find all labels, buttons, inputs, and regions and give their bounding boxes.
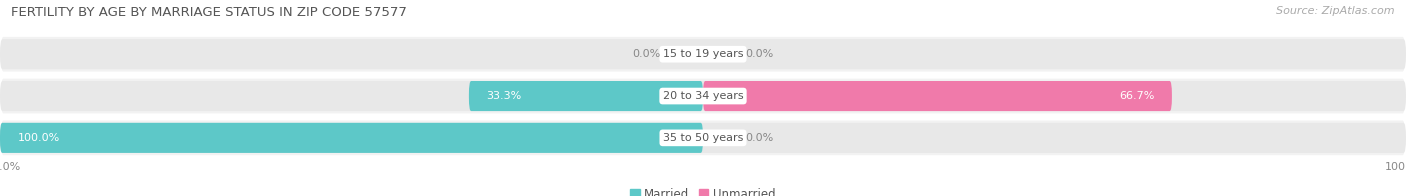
- FancyBboxPatch shape: [0, 123, 1406, 153]
- Text: 20 to 34 years: 20 to 34 years: [662, 91, 744, 101]
- Text: 0.0%: 0.0%: [633, 49, 661, 59]
- Legend: Married, Unmarried: Married, Unmarried: [626, 183, 780, 196]
- FancyBboxPatch shape: [0, 81, 1406, 111]
- Text: 0.0%: 0.0%: [745, 133, 773, 143]
- Text: FERTILITY BY AGE BY MARRIAGE STATUS IN ZIP CODE 57577: FERTILITY BY AGE BY MARRIAGE STATUS IN Z…: [11, 6, 408, 19]
- Text: 15 to 19 years: 15 to 19 years: [662, 49, 744, 59]
- Text: 33.3%: 33.3%: [486, 91, 522, 101]
- FancyBboxPatch shape: [0, 78, 1406, 114]
- Text: 100.0%: 100.0%: [17, 133, 60, 143]
- FancyBboxPatch shape: [0, 36, 1406, 73]
- FancyBboxPatch shape: [470, 81, 703, 111]
- FancyBboxPatch shape: [0, 39, 1406, 69]
- Text: 35 to 50 years: 35 to 50 years: [662, 133, 744, 143]
- Text: 66.7%: 66.7%: [1119, 91, 1154, 101]
- Text: 0.0%: 0.0%: [745, 49, 773, 59]
- FancyBboxPatch shape: [0, 123, 703, 153]
- FancyBboxPatch shape: [0, 119, 1406, 156]
- FancyBboxPatch shape: [703, 81, 1173, 111]
- Text: Source: ZipAtlas.com: Source: ZipAtlas.com: [1277, 6, 1395, 16]
